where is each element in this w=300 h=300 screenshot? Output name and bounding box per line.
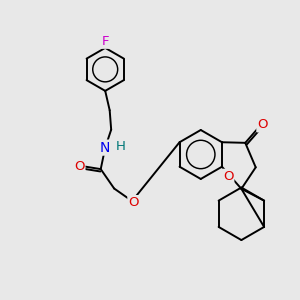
Text: N: N	[100, 141, 110, 154]
Text: O: O	[74, 160, 85, 172]
Text: H: H	[116, 140, 126, 153]
Text: O: O	[223, 170, 233, 183]
Text: O: O	[128, 196, 139, 209]
Text: O: O	[257, 118, 268, 131]
Text: F: F	[101, 35, 109, 48]
